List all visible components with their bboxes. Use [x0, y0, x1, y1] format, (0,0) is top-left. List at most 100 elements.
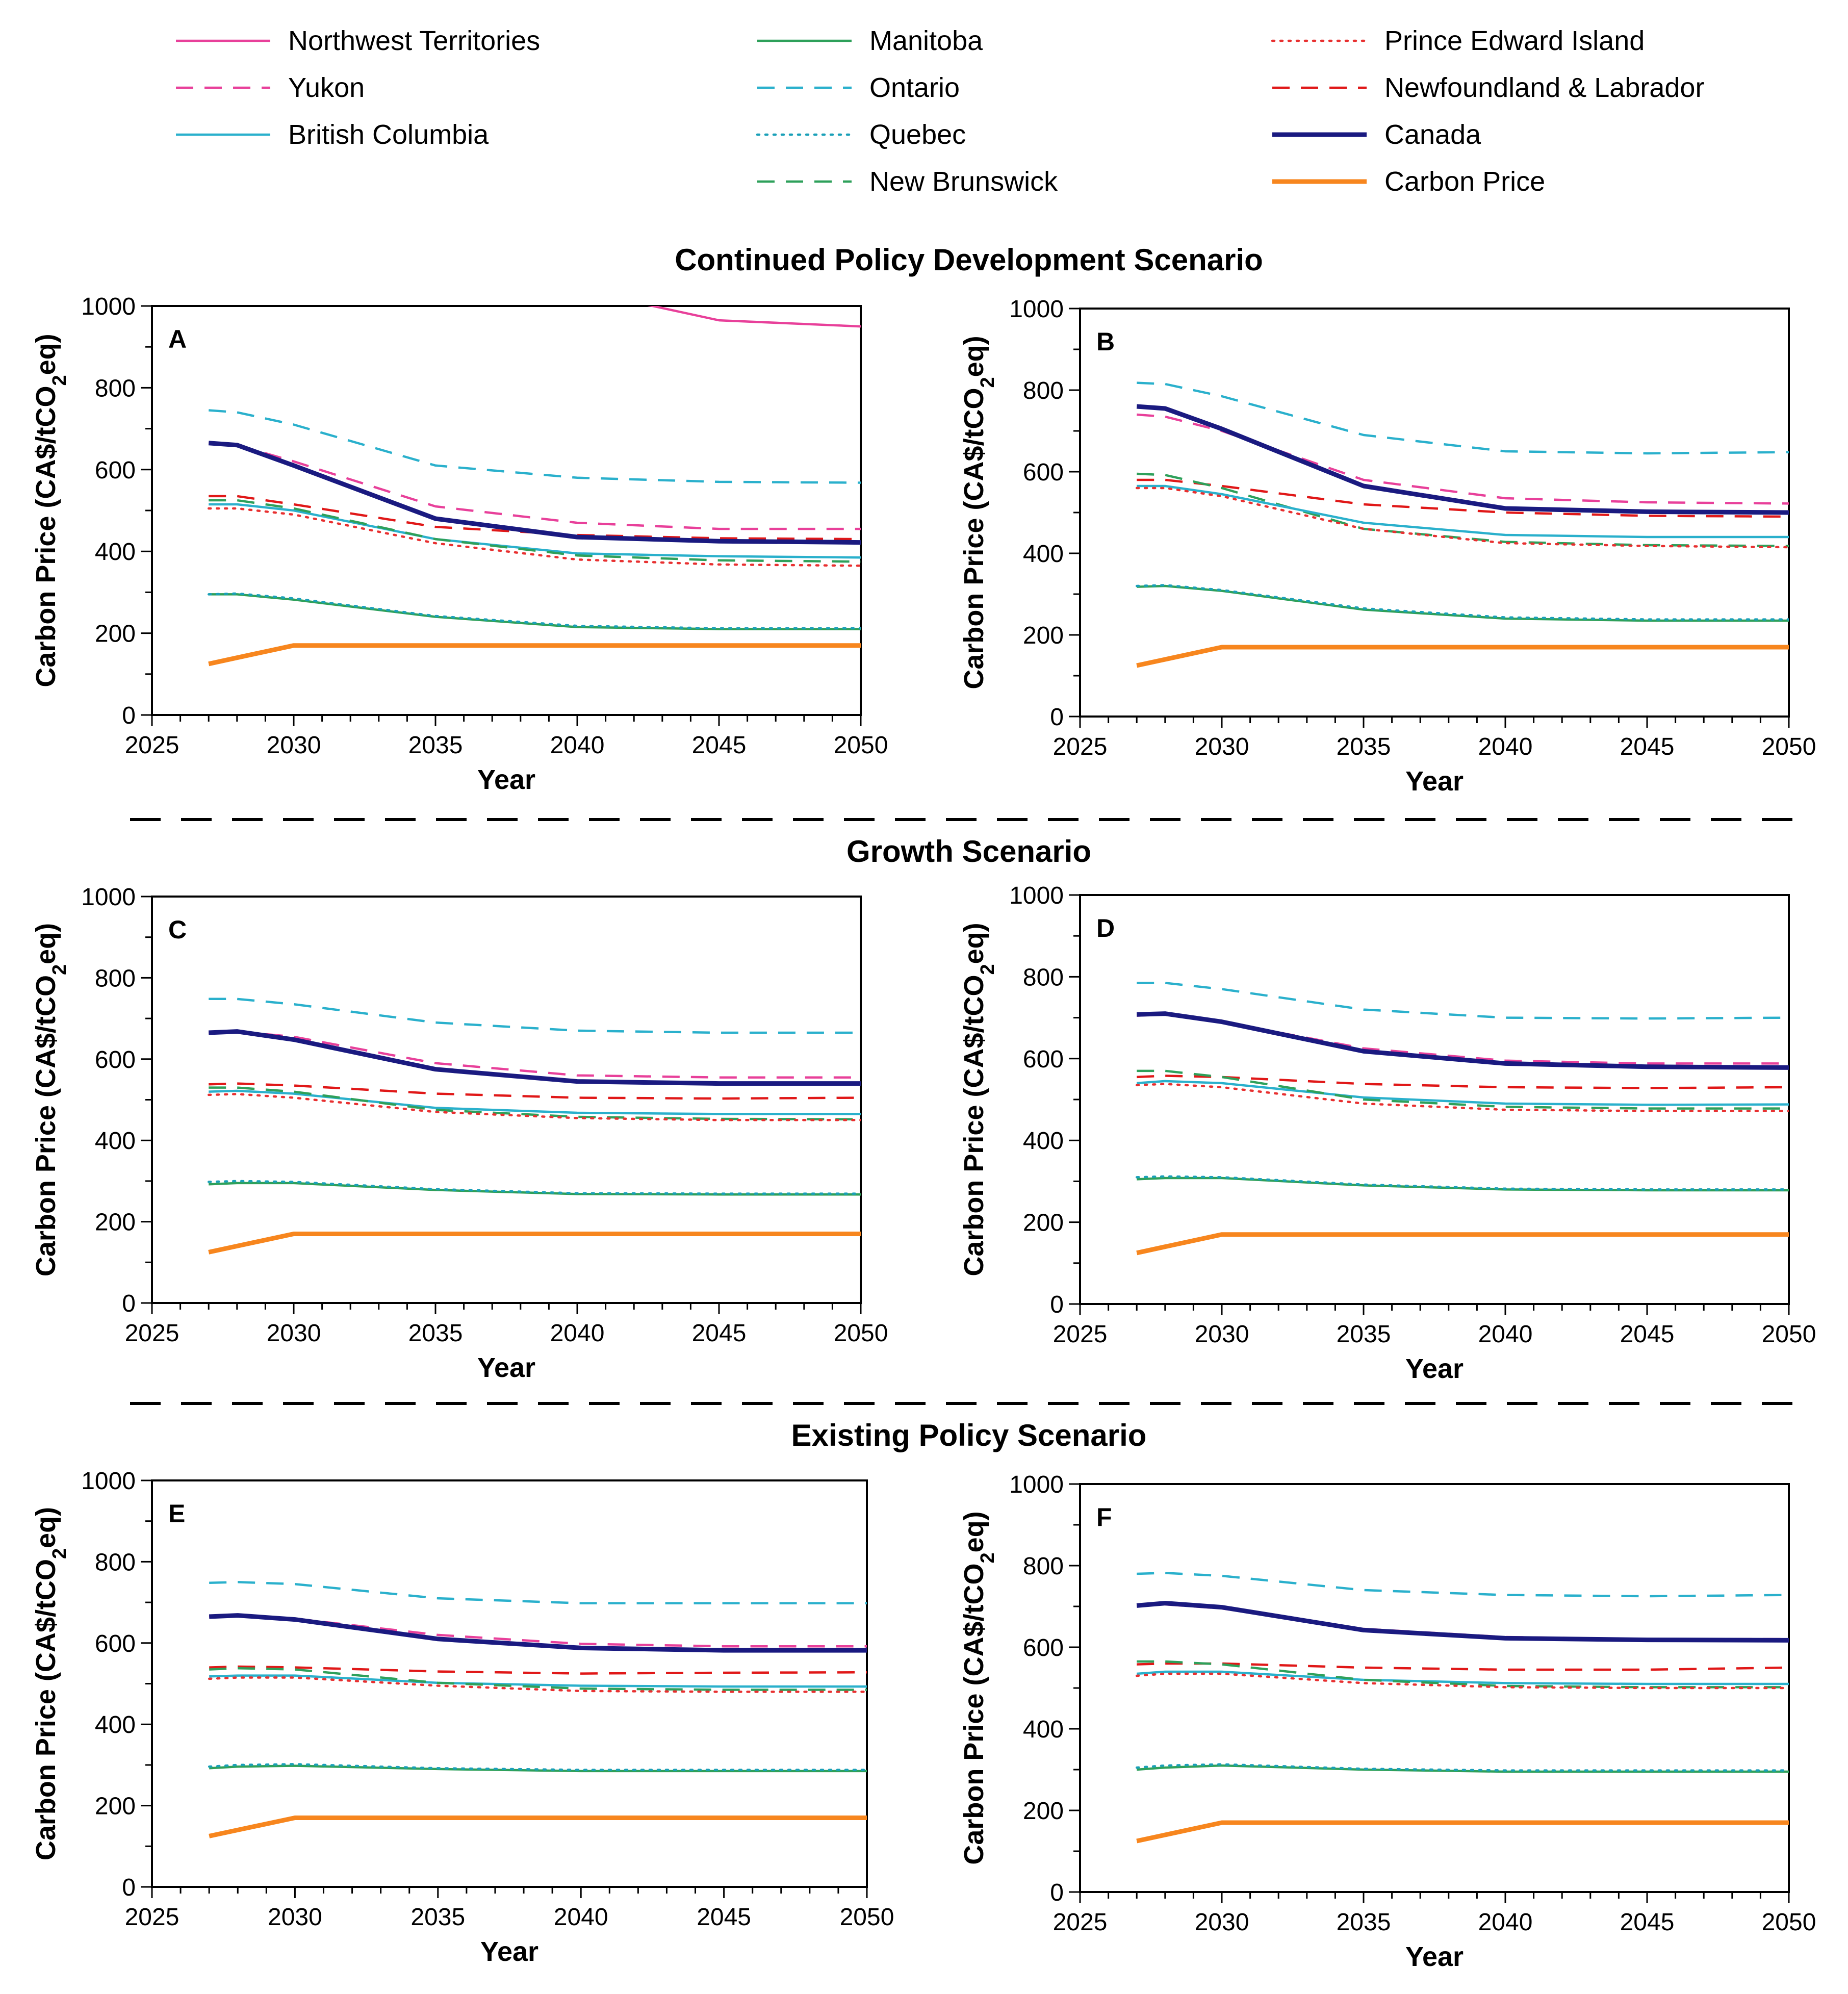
x-axis-label: Year [480, 1936, 538, 1967]
series-line-manitoba [1137, 584, 1789, 622]
x-tick-label: 2040 [1478, 1321, 1533, 1348]
series-line-northwest-territories [647, 306, 861, 328]
scenario-title: Existing Policy Scenario [791, 1418, 1147, 1452]
x-tick-label: 2035 [1337, 733, 1391, 760]
y-axis-label: Carbon Price (CA$/tCO2eq) [31, 1507, 70, 1860]
y-tick-label: 200 [1023, 1210, 1064, 1237]
y-tick-label: 400 [1023, 1128, 1064, 1155]
x-tick-label: 2045 [692, 732, 747, 759]
y-axis-label: Carbon Price (CA$/tCO2eq) [31, 334, 70, 687]
y-tick-label: 0 [122, 1874, 136, 1901]
scenario-title: Continued Policy Development Scenario [675, 243, 1263, 277]
series-line-ontario [209, 998, 861, 1034]
series-group [1135, 381, 1789, 668]
scenario-title: Growth Scenario [846, 834, 1091, 868]
y-tick-label: 1000 [81, 293, 136, 320]
series-group [208, 1581, 867, 1838]
x-axis-label: Year [1405, 1353, 1464, 1384]
y-axis-label: Carbon Price (CA$/tCO2eq) [959, 923, 998, 1276]
series-line-carbon-price [1136, 645, 1789, 668]
series-line-ontario [209, 409, 861, 484]
x-tick-label: 2050 [1762, 733, 1816, 760]
y-tick-label: 1000 [81, 884, 136, 911]
series-line-newfoundland-and-labrador [209, 1665, 867, 1675]
x-tick-label: 2030 [1195, 1321, 1249, 1348]
series-group [1135, 1572, 1789, 1844]
legend-label: Newfoundland & Labrador [1384, 72, 1704, 103]
legend-item-ontario: Ontario [757, 72, 960, 103]
series-line-prince-edward-island [1135, 1672, 1789, 1690]
y-tick-label: 200 [1023, 622, 1064, 649]
legend-label: New Brunswick [869, 166, 1058, 197]
legend-label: British Columbia [288, 119, 489, 150]
y-tick-label: 800 [1023, 377, 1064, 404]
series-line-new-brunswick [1137, 1069, 1789, 1110]
series-line-quebec [1135, 584, 1789, 621]
x-tick-label: 2030 [267, 732, 321, 759]
y-tick-label: 400 [1023, 1716, 1064, 1743]
legend: Northwest Territories Yukon British Columb… [176, 25, 1704, 197]
x-axis-label: Year [477, 1352, 535, 1383]
legend-label: Northwest Territories [288, 25, 540, 56]
panel-f: 2025 2030 2035 2040 2045 2050 0 200 400 600 800 100… [959, 1471, 1816, 1972]
series-group [1135, 982, 1789, 1256]
series-line-quebec [207, 592, 861, 630]
series-line-ontario [209, 1581, 867, 1604]
panel-e: 2025 2030 2035 2040 2045 2050 0 200 400 600 800 100… [31, 1468, 894, 1967]
y-tick-label: 200 [1023, 1798, 1064, 1825]
series-line-canada [209, 1029, 861, 1086]
series-line-new-brunswick [209, 499, 861, 563]
series-line-ontario [1137, 1572, 1789, 1598]
series-line-yukon [209, 442, 861, 530]
series-line-canada [1137, 1011, 1789, 1070]
y-tick-label: 600 [1023, 1046, 1064, 1073]
x-tick-label: 2050 [834, 732, 888, 759]
legend-label: Ontario [869, 72, 960, 103]
y-tick-label: 400 [95, 539, 136, 566]
x-tick-label: 2025 [125, 1320, 179, 1347]
x-tick-label: 2045 [1620, 1909, 1675, 1936]
x-axis-label: Year [477, 764, 535, 795]
series-line-carbon-price [1136, 1232, 1789, 1256]
series-line-carbon-price [208, 643, 861, 667]
legend-item-northwest-territories: Northwest Territories [176, 25, 540, 56]
scenario-titles: Continued Policy Development Scenario Gro… [675, 243, 1263, 1452]
y-tick-label: 1000 [1009, 882, 1064, 909]
panel-b: 2025 2030 2035 2040 2045 2050 0 200 400 600 800 100… [959, 296, 1816, 797]
panel-letter: B [1096, 327, 1115, 356]
legend-item-yukon: Yukon [176, 72, 365, 103]
x-tick-label: 2035 [1337, 1321, 1391, 1348]
x-tick-label: 2035 [1337, 1909, 1391, 1936]
y-axis-label: Carbon Price (CA$/tCO2eq) [959, 1511, 998, 1864]
y-tick-label: 0 [1050, 1879, 1064, 1906]
series-line-newfoundland-and-labrador [209, 495, 861, 541]
series-group [207, 306, 861, 667]
x-tick-label: 2025 [1053, 1321, 1108, 1348]
series-line-quebec [1135, 1763, 1789, 1772]
legend-label: Quebec [869, 119, 966, 150]
series-line-canada [209, 1613, 867, 1653]
legend-item-carbon-price: Carbon Price [1272, 166, 1545, 197]
panels: 2025 2030 2035 2040 2045 2050 0 200 400 600 800 100… [31, 293, 1816, 1972]
y-tick-label: 600 [1023, 459, 1064, 486]
series-line-new-brunswick [209, 1667, 867, 1691]
series-line-ontario [1137, 381, 1789, 455]
x-tick-label: 2025 [1053, 1909, 1108, 1936]
series-line-carbon-price [208, 1232, 861, 1255]
y-tick-label: 800 [95, 965, 136, 992]
panel-c: 2025 2030 2035 2040 2045 2050 0 200 400 600 800 100… [31, 884, 888, 1383]
series-line-yukon [1137, 413, 1789, 505]
x-tick-label: 2040 [550, 732, 605, 759]
panel-d: 2025 2030 2035 2040 2045 2050 0 200 400 600 800 100… [959, 882, 1816, 1384]
y-tick-label: 1000 [1009, 1471, 1064, 1498]
legend-item-british-columbia: British Columbia [176, 119, 489, 150]
series-line-quebec [208, 1763, 867, 1771]
x-tick-label: 2045 [697, 1904, 751, 1931]
series-group [207, 998, 861, 1255]
x-tick-label: 2040 [1478, 1909, 1533, 1936]
x-tick-label: 2045 [1620, 733, 1675, 760]
series-line-prince-edward-island [207, 507, 861, 567]
y-tick-label: 600 [95, 457, 136, 484]
legend-label: Prince Edward Island [1384, 25, 1645, 56]
